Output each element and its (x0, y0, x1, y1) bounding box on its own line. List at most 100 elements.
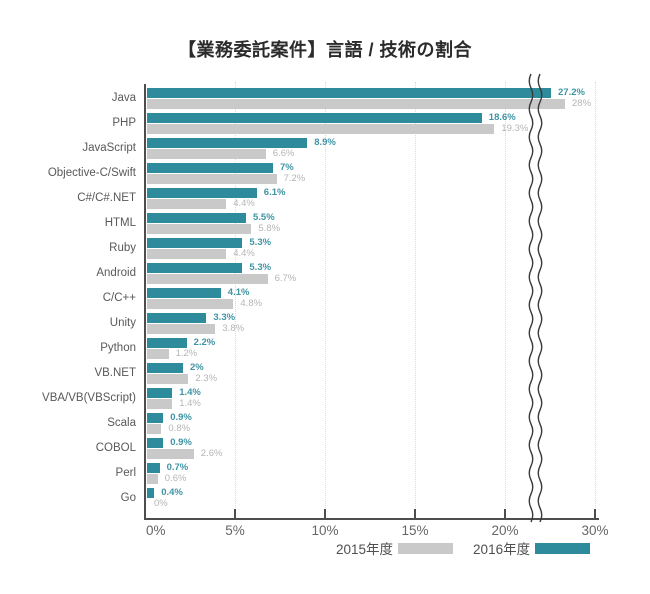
bar-value-2016: 2.2% (193, 337, 216, 348)
bar-value-2015: 0.6% (164, 473, 187, 484)
axis-break-squiggle (528, 73, 543, 523)
category-label: Perl (115, 467, 136, 479)
bar-value-2016: 0.9% (170, 412, 192, 423)
tick-label: 5% (225, 523, 245, 538)
bar-value-2015: 1.4% (179, 398, 201, 409)
bar-2015 (147, 449, 194, 459)
tick-mark (324, 509, 326, 518)
bar-value-2016: 0.9% (170, 437, 192, 448)
bar-2016 (147, 163, 273, 173)
bar-value-2015: 4.4% (233, 248, 255, 259)
bar-2016 (147, 413, 164, 423)
category-label: Python (100, 342, 136, 354)
bar-2015 (147, 399, 173, 409)
category-label: COBOL (95, 442, 136, 454)
category-label: C#/C#.NET (77, 192, 136, 204)
bar-2015 (147, 149, 266, 159)
bar-value-2015: 28% (572, 98, 592, 109)
category-label: Objective-C/Swift (47, 167, 136, 179)
bar-value-2015: 19.3% (501, 123, 529, 134)
tick-label: 15% (401, 523, 429, 538)
bar-value-2016: 2% (190, 362, 204, 373)
bar-2016 (147, 388, 173, 398)
bar-2015 (147, 124, 495, 134)
chart-title: 【業務委託案件】言語 / 技術の割合 (177, 40, 472, 60)
tick-mark (234, 509, 236, 518)
category-label: Unity (109, 317, 136, 329)
category-label: Go (120, 492, 136, 504)
bar-2015 (147, 199, 227, 209)
gridline (235, 82, 236, 518)
bar-2015 (147, 324, 216, 334)
bar-2016 (147, 238, 243, 248)
category-label: Ruby (109, 242, 136, 254)
tick-label: 30% (581, 523, 609, 538)
bar-2016 (147, 113, 482, 123)
bar-value-2016: 5.5% (253, 212, 275, 223)
bar-value-2016: 4.1% (227, 287, 250, 298)
bar-value-2016: 5.3% (249, 262, 272, 273)
category-label: Scala (107, 417, 136, 429)
legend-swatch-2016 (535, 542, 591, 554)
category-label: VB.NET (94, 367, 136, 379)
bar-value-2016: 0.7% (166, 462, 189, 473)
bar-value-2015: 1.2% (175, 348, 198, 359)
tick-mark (414, 509, 416, 518)
bar-value-2015: 3.8% (222, 323, 245, 334)
category-label: Android (96, 267, 136, 279)
bar-2016 (147, 188, 257, 198)
category-label: JavaScript (82, 142, 136, 154)
bar-value-2015: 4.4% (233, 198, 255, 209)
bar-2016 (147, 338, 187, 348)
bar-2015 (147, 374, 189, 384)
bar-2016 (147, 263, 243, 273)
bar-value-2016: 3.3% (213, 312, 236, 323)
tick-label: 20% (491, 523, 519, 538)
bar-value-2016: 1.4% (179, 387, 201, 398)
bar-value-2016: 5.3% (249, 237, 272, 248)
bar-value-2015: 7.2% (283, 173, 306, 184)
y-axis-line (144, 84, 146, 520)
bar-value-2015: 2.6% (200, 448, 223, 459)
bar-value-2015: 6.7% (274, 273, 297, 284)
bar-value-2016: 18.6% (488, 112, 516, 123)
bar-2016 (147, 463, 160, 473)
tick-mark (594, 509, 596, 518)
gridline (595, 82, 596, 518)
category-label: VBA/VB(VBScript) (42, 392, 136, 404)
bar-value-2016: 7% (280, 162, 294, 173)
bar-2015 (147, 424, 162, 434)
bar-value-2015: 6.6% (272, 148, 295, 159)
bar-value-2015: 0% (154, 498, 168, 509)
x-axis-line (144, 518, 599, 520)
bar-2015 (147, 99, 565, 109)
legend: 2015年度 2016年度 (336, 540, 591, 557)
gridline (505, 82, 506, 518)
bar-2015 (147, 174, 277, 184)
bar-value-2016: 27.2% (558, 87, 585, 98)
bar-2015 (147, 274, 268, 284)
bar-2016 (147, 488, 155, 498)
bar-2015 (147, 224, 252, 234)
tick-label: 0% (146, 523, 166, 538)
tick-mark (504, 509, 506, 518)
bar-2016 (147, 288, 221, 298)
bar-value-2016: 8.9% (314, 137, 336, 148)
bar-value-2015: 0.8% (168, 423, 191, 434)
bar-2016 (147, 363, 183, 373)
tick-label: 10% (311, 523, 339, 538)
bar-value-2015: 2.3% (195, 373, 218, 384)
bar-value-2015: 4.8% (240, 298, 263, 309)
bar-2016 (147, 88, 551, 98)
bar-value-2016: 6.1% (263, 187, 286, 198)
category-label: HTML (104, 217, 136, 229)
bar-2015 (147, 474, 158, 484)
bar-2015 (147, 349, 169, 359)
bar-2015 (147, 299, 234, 309)
legend-label-2015: 2015年度 (336, 542, 394, 557)
bar-2016 (147, 213, 246, 223)
gridline (415, 82, 416, 518)
category-label: PHP (112, 117, 136, 129)
